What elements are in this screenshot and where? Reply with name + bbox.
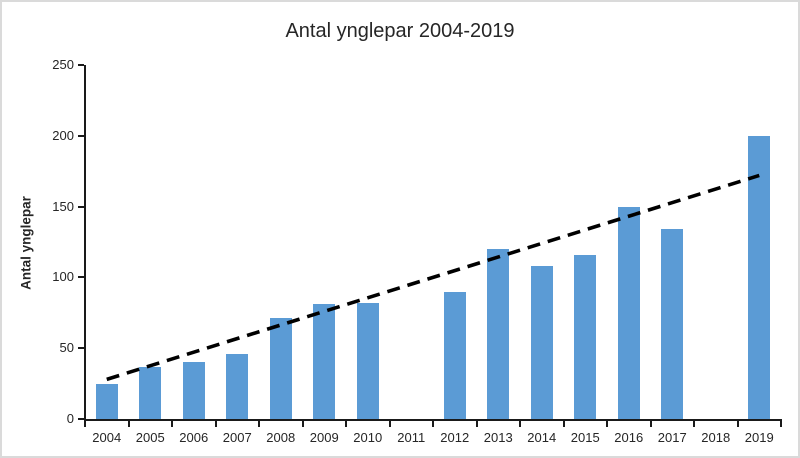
bar-2019 [748, 135, 771, 419]
bar-2004 [95, 383, 118, 419]
bar-2009 [313, 304, 336, 419]
x-tick-label: 2016 [614, 430, 644, 445]
bar-2010 [356, 302, 379, 419]
x-tick-label: 2011 [397, 430, 426, 445]
x-tick-mark [171, 419, 173, 427]
x-tick-mark [693, 419, 695, 427]
bar-2016 [617, 206, 640, 419]
x-tick-mark [214, 419, 217, 427]
y-tick-mark [78, 64, 84, 66]
x-tick-mark [736, 419, 739, 427]
x-tick-mark [388, 419, 391, 427]
x-tick-label: 2015 [570, 430, 600, 445]
y-tick-mark [78, 134, 84, 137]
chart-title: Antal ynglepar 2004-2019 [285, 20, 515, 42]
x-tick-label: 2007 [222, 430, 252, 445]
x-tick-mark [345, 419, 347, 427]
x-tick-label: 2017 [657, 430, 687, 445]
y-tick-label: 100 [52, 269, 74, 285]
bar-2015 [574, 254, 597, 419]
x-tick-mark [127, 419, 130, 427]
x-tick-mark [432, 419, 434, 427]
x-tick-label: 2013 [483, 430, 513, 445]
x-tick-label: 2014 [527, 430, 557, 445]
x-tick-label: 2012 [440, 430, 470, 445]
bar-2005 [139, 366, 162, 419]
bar-2007 [226, 353, 249, 419]
y-tick-label: 150 [52, 198, 74, 214]
y-tick-mark [78, 418, 84, 420]
x-tick-mark [649, 419, 652, 427]
y-tick-mark [78, 205, 84, 208]
y-tick-mark [78, 276, 84, 279]
bar-2017 [661, 229, 684, 419]
bar-2006 [182, 362, 205, 419]
x-tick-mark [258, 419, 260, 427]
bar-2012 [443, 291, 466, 419]
y-tick-label: 50 [59, 340, 74, 356]
x-tick-label: 2009 [309, 430, 339, 445]
x-tick-mark [562, 419, 565, 427]
y-axis-line [84, 65, 86, 421]
x-tick-mark [84, 419, 86, 427]
y-tick-label: 200 [52, 127, 74, 143]
bar-2008 [269, 318, 292, 419]
x-tick-label: 2018 [701, 430, 731, 445]
x-tick-label: 2005 [135, 430, 165, 445]
x-tick-mark [780, 419, 782, 427]
x-tick-label: 2008 [266, 430, 296, 445]
x-tick-mark [606, 419, 608, 427]
y-tick-label: 0 [66, 411, 74, 426]
x-tick-label: 2019 [744, 430, 774, 445]
x-tick-mark [301, 419, 304, 427]
x-tick-label: 2004 [92, 430, 122, 445]
y-axis-title: Antal ynglepar [18, 196, 34, 290]
y-tick-mark [78, 347, 84, 350]
x-tick-mark [519, 419, 521, 427]
bar-2013 [487, 249, 510, 419]
y-tick-label: 250 [52, 57, 74, 72]
bar-2014 [530, 266, 553, 419]
x-tick-label: 2010 [353, 430, 383, 445]
x-tick-label: 2006 [179, 430, 209, 445]
x-tick-mark [475, 419, 478, 427]
